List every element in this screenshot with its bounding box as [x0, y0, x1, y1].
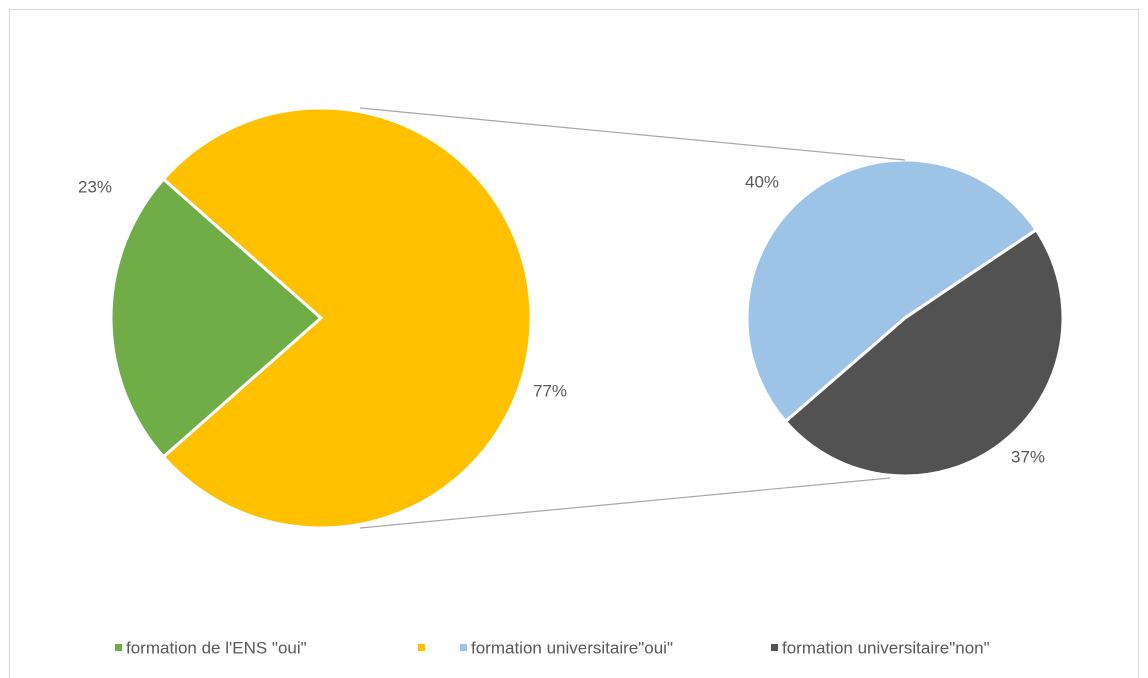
data-label: 23%	[78, 177, 112, 196]
pie-slice	[745, 158, 1039, 424]
legend-label: formation universitaire"non"	[782, 638, 990, 657]
legend-label: formation universitaire"oui"	[471, 638, 673, 657]
connector-line	[359, 107, 906, 161]
data-label: 40%	[745, 172, 779, 191]
data-label: 77%	[533, 381, 567, 400]
legend-marker	[115, 644, 122, 651]
legend-label: formation de l'ENS "oui"	[126, 638, 307, 657]
pie-slice	[783, 227, 1065, 478]
chart-border	[9, 9, 1139, 678]
legend-marker	[771, 644, 778, 651]
connector-line	[359, 477, 891, 529]
legend-marker	[418, 644, 425, 651]
pie-slice	[109, 177, 324, 459]
pie-slice	[161, 106, 533, 530]
legend-marker	[460, 644, 467, 651]
data-label: 37%	[1011, 447, 1045, 466]
